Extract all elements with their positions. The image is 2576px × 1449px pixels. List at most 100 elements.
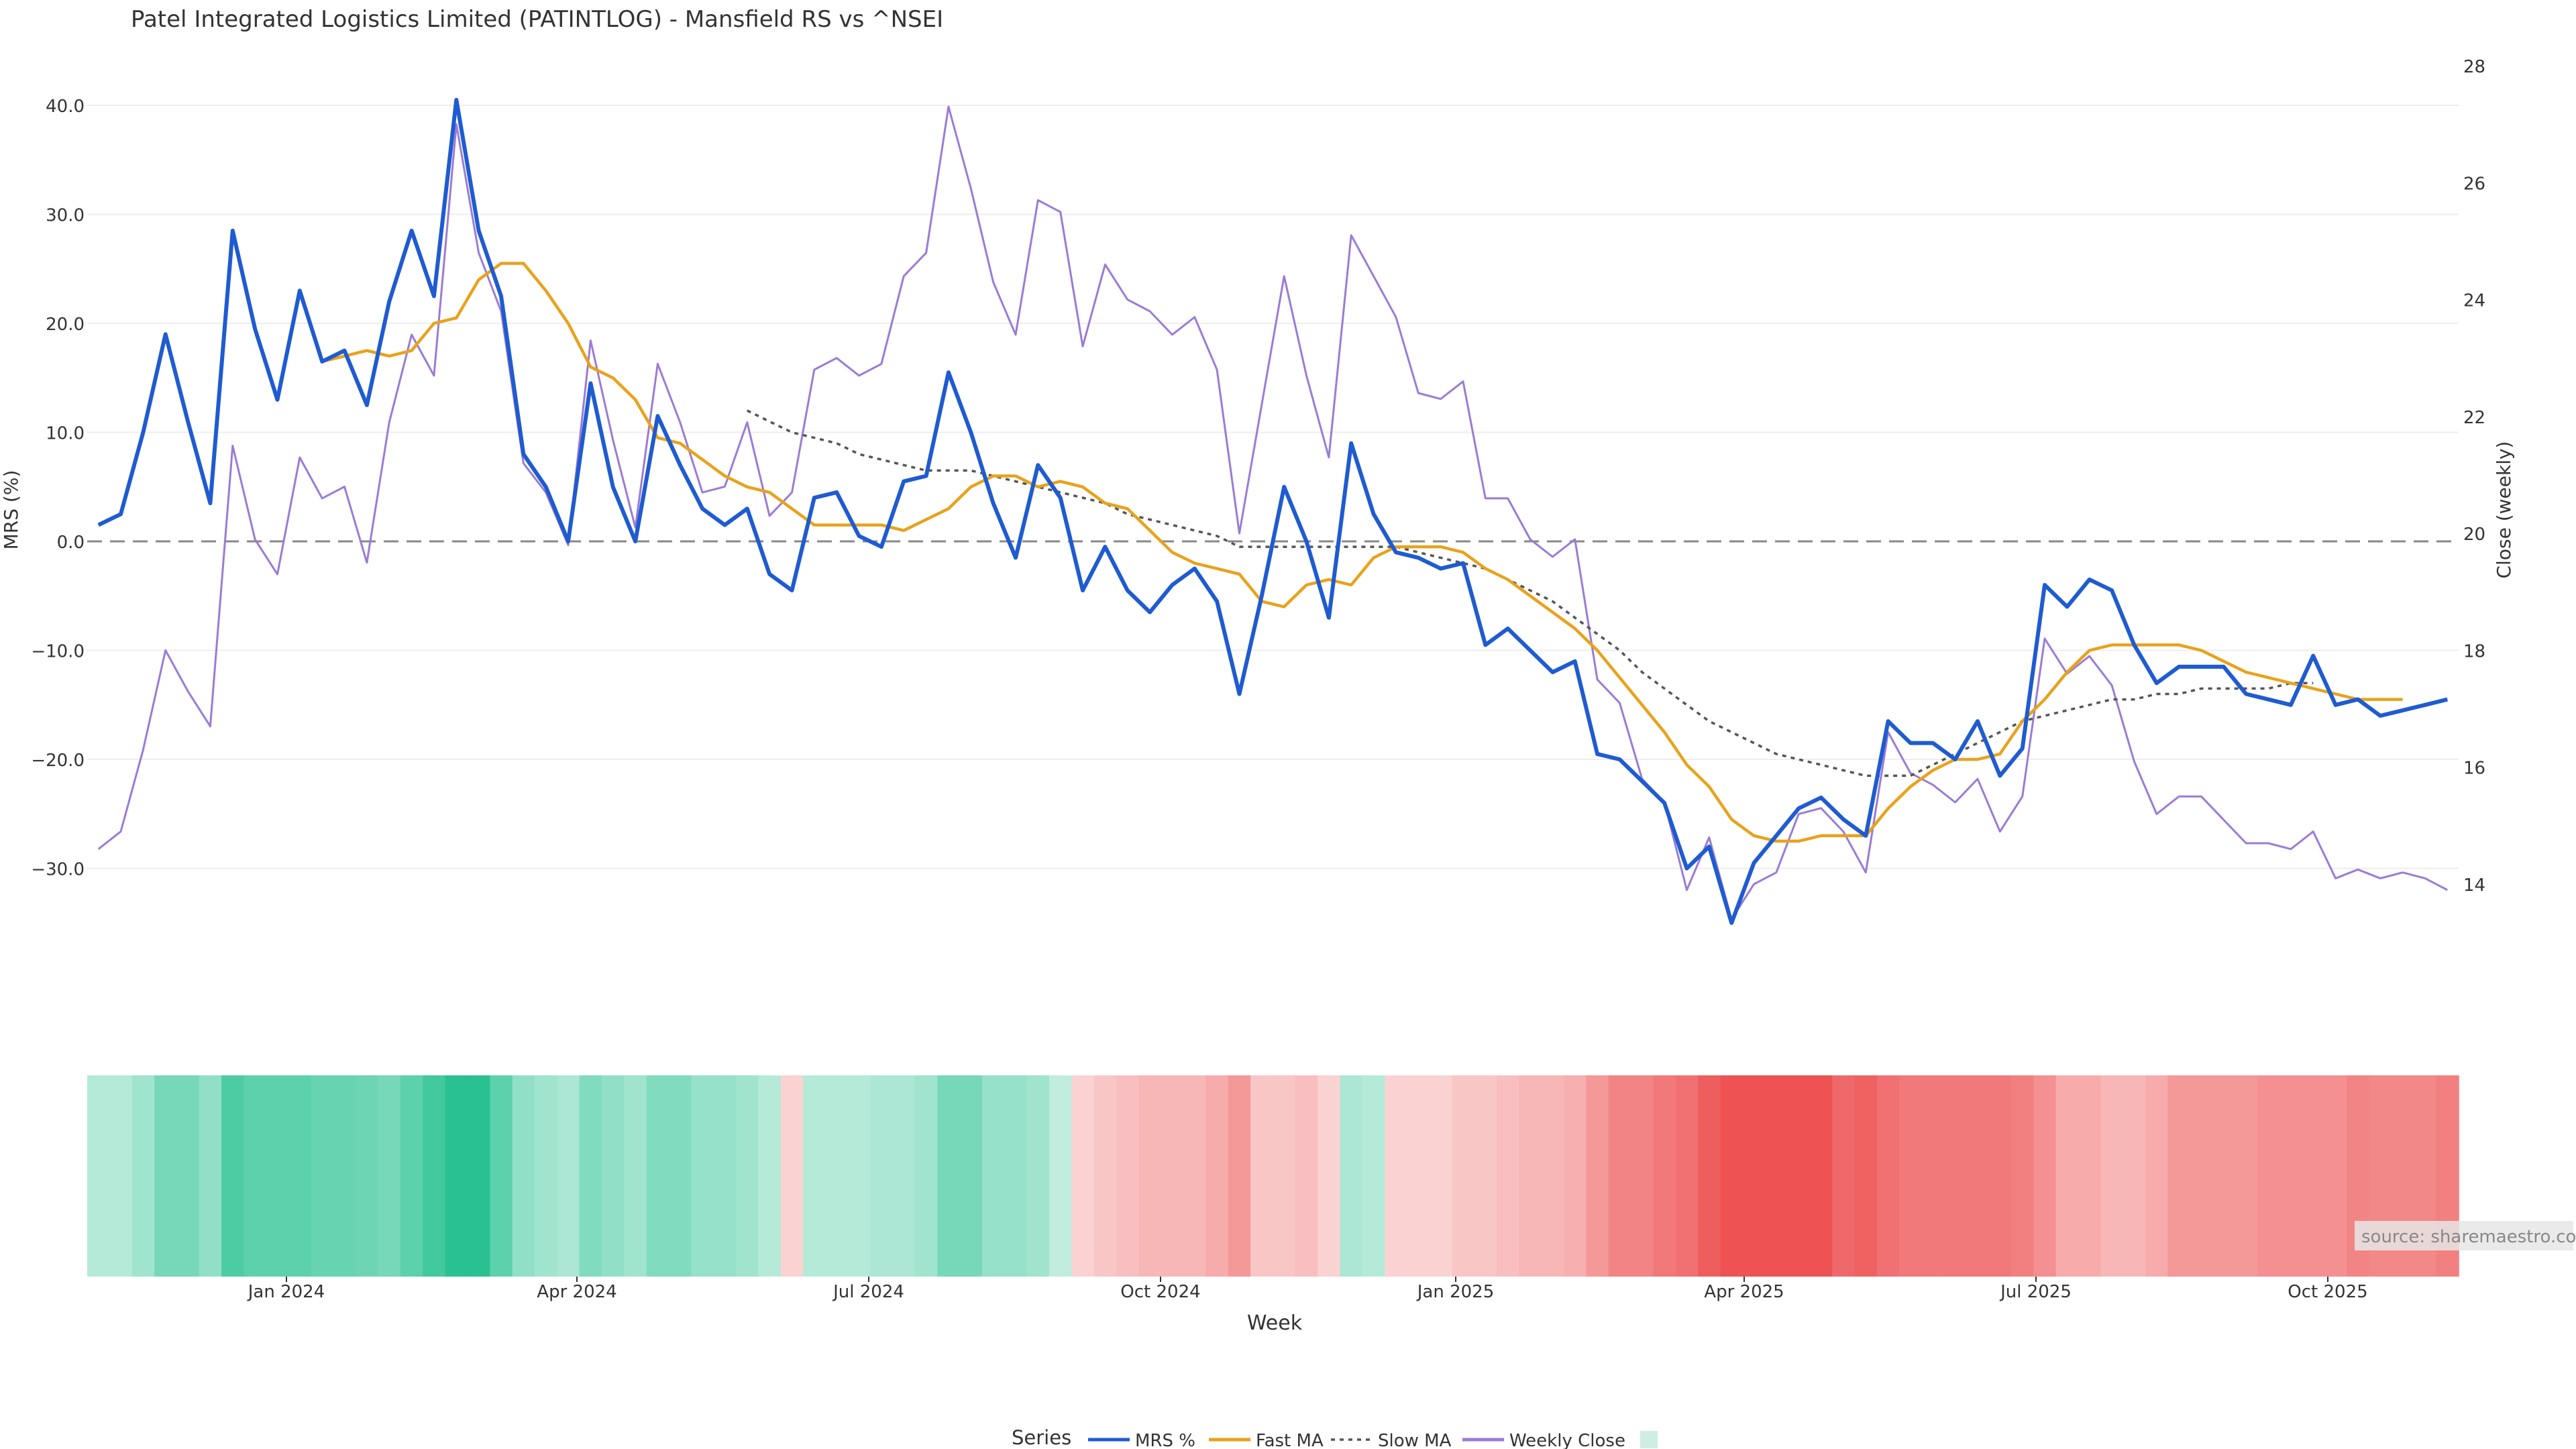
x-tick-label: Jul 2025 xyxy=(1999,1282,2072,1302)
heat-cell xyxy=(2011,1075,2035,1277)
heat-cell xyxy=(356,1075,379,1277)
left-axis-ticks: 40.0 30.0 20.0 10.0 0.0 −10.0 −20.0 −30.0 xyxy=(31,97,85,880)
right-tick-label: 16 xyxy=(2463,759,2485,779)
heat-cell xyxy=(914,1075,938,1277)
heat-cell xyxy=(490,1075,513,1277)
heat-cell xyxy=(847,1075,871,1277)
heat-cell xyxy=(579,1075,602,1277)
mrs-line xyxy=(97,97,2449,925)
heat-cell xyxy=(1921,1075,1945,1277)
heat-cell xyxy=(1631,1075,1654,1277)
heat-cell xyxy=(1608,1075,1631,1277)
heat-cell xyxy=(288,1075,312,1277)
weekly-close-line xyxy=(97,105,2448,920)
heat-cell xyxy=(892,1075,916,1277)
heat-cell xyxy=(691,1075,714,1277)
heat-cell xyxy=(1653,1075,1676,1277)
right-tick-label: 28 xyxy=(2463,57,2485,77)
gridlines xyxy=(87,105,2459,869)
source-watermark: source: sharemaestro.com xyxy=(2355,1221,2576,1250)
heat-cell xyxy=(602,1075,625,1277)
right-axis-label: Close (weekly) xyxy=(2493,441,2515,579)
heat-cell xyxy=(2123,1075,2146,1277)
heat-cell xyxy=(780,1075,804,1277)
right-tick-label: 22 xyxy=(2463,408,2485,428)
heat-cell xyxy=(2302,1075,2325,1277)
right-tick-label: 26 xyxy=(2463,174,2485,194)
heat-cell xyxy=(2078,1075,2102,1277)
legend-label: MRS % xyxy=(1135,1431,1195,1449)
heat-cell xyxy=(2324,1075,2348,1277)
slow-ma-line xyxy=(747,409,2314,777)
heat-cell xyxy=(803,1075,826,1277)
x-tick-label: Jan 2025 xyxy=(1416,1282,1495,1302)
heat-cell xyxy=(1318,1075,1341,1277)
x-tick-label: Apr 2024 xyxy=(537,1282,616,1302)
heat-cell xyxy=(1720,1075,1743,1277)
heat-cell xyxy=(2055,1075,2079,1277)
heat-cell xyxy=(109,1075,133,1277)
left-tick-label: −20.0 xyxy=(31,751,85,771)
heat-cell xyxy=(870,1075,894,1277)
heat-cell xyxy=(1854,1075,1878,1277)
heat-cell xyxy=(1004,1075,1028,1277)
x-tick-label: Jan 2024 xyxy=(247,1282,325,1302)
heat-cell xyxy=(1295,1075,1318,1277)
heat-cell xyxy=(534,1075,558,1277)
heat-cell xyxy=(1876,1075,1900,1277)
heat-cell xyxy=(131,1075,155,1277)
left-tick-label: −10.0 xyxy=(31,642,85,662)
heat-cell xyxy=(1541,1075,1564,1277)
heat-cell xyxy=(1407,1075,1430,1277)
legend-swatch xyxy=(1640,1431,1658,1448)
right-tick-label: 24 xyxy=(2463,291,2485,311)
legend-label: Weekly Close xyxy=(1509,1431,1625,1449)
x-tick-label: Apr 2025 xyxy=(1704,1282,1784,1302)
heat-cell xyxy=(1138,1075,1162,1277)
heat-cell xyxy=(1250,1075,1274,1277)
heat-cell xyxy=(1116,1075,1140,1277)
heat-cell xyxy=(1586,1075,1609,1277)
x-axis-label: Week xyxy=(1247,1311,1303,1335)
heat-cell xyxy=(1228,1075,1251,1277)
heat-cell xyxy=(2279,1075,2303,1277)
source-label: source: sharemaestro.com xyxy=(2361,1227,2576,1247)
legend-fast-ma: Fast MA xyxy=(1209,1431,1324,1449)
heat-cell xyxy=(1966,1075,1990,1277)
heat-cell xyxy=(736,1075,759,1277)
left-tick-label: 10.0 xyxy=(46,424,85,444)
heat-cell xyxy=(378,1075,401,1277)
heat-cell xyxy=(959,1075,983,1277)
heat-cell xyxy=(1564,1075,1587,1277)
heat-cell xyxy=(176,1075,200,1277)
heat-cell xyxy=(2212,1075,2236,1277)
right-tick-label: 14 xyxy=(2463,875,2485,896)
heat-cell xyxy=(87,1075,111,1277)
heat-cell xyxy=(1899,1075,1923,1277)
chart-title: Patel Integrated Logistics Limited (PATI… xyxy=(131,6,943,33)
heat-cell xyxy=(624,1075,647,1277)
heat-cell xyxy=(2235,1075,2258,1277)
series-layer xyxy=(97,97,2449,925)
heat-cell xyxy=(154,1075,178,1277)
heat-cell xyxy=(981,1075,1006,1277)
left-tick-label: 40.0 xyxy=(46,97,85,117)
heat-cell xyxy=(1205,1075,1229,1277)
heat-cell xyxy=(1988,1075,2012,1277)
heat-cell xyxy=(467,1075,491,1277)
left-tick-label: 30.0 xyxy=(46,206,85,226)
left-axis-label: MRS (%) xyxy=(0,470,22,550)
left-tick-label: 20.0 xyxy=(46,315,85,335)
heat-cell xyxy=(2100,1075,2124,1277)
heat-cell xyxy=(1026,1075,1050,1277)
heat-cell xyxy=(1385,1075,1408,1277)
heat-cell xyxy=(1273,1075,1296,1277)
x-tick-label: Oct 2024 xyxy=(1120,1282,1200,1302)
heat-cell xyxy=(1698,1075,1721,1277)
heat-cell xyxy=(669,1075,692,1277)
x-tick-label: Jul 2024 xyxy=(832,1282,904,1302)
legend-weekly-close: Weekly Close xyxy=(1462,1431,1625,1449)
legend-label: Fast MA xyxy=(1256,1431,1324,1449)
